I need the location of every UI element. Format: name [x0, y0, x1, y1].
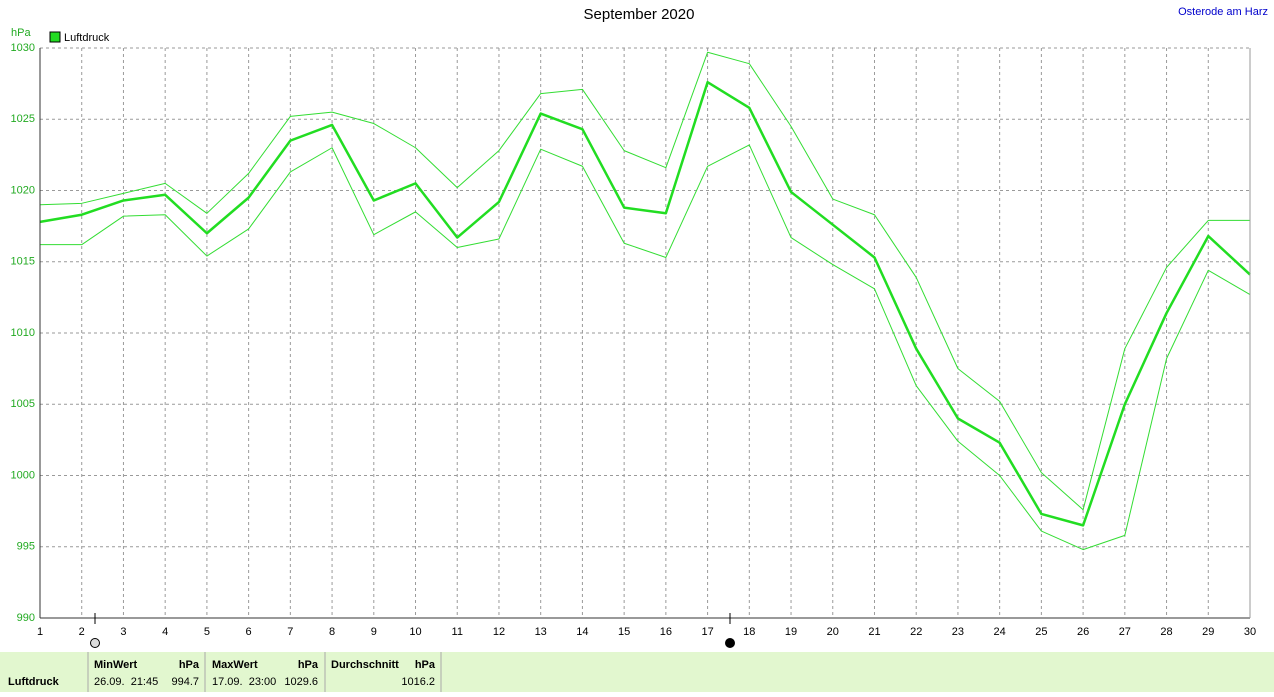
- x-tick-label: 7: [287, 626, 293, 638]
- x-tick-label: 5: [204, 626, 210, 638]
- x-tick-label: 28: [1160, 626, 1172, 638]
- y-tick-label: 1025: [11, 113, 35, 125]
- x-tick-label: 6: [246, 626, 252, 638]
- summary-unit: hPa: [298, 659, 319, 671]
- location: Osterode am Harz: [1178, 6, 1268, 18]
- x-tick-label: 10: [409, 626, 421, 638]
- x-tick-label: 16: [660, 626, 672, 638]
- summary-when: 26.09. 21:45: [94, 676, 158, 688]
- data-line: [39, 51, 1250, 511]
- y-tick-label: 995: [17, 541, 35, 553]
- moon-icon: [725, 638, 735, 648]
- x-tick-label: 14: [576, 626, 588, 638]
- data-line: [39, 80, 1251, 527]
- x-tick-label: 17: [701, 626, 713, 638]
- y-tick-label: 1010: [11, 327, 35, 339]
- x-tick-label: 9: [371, 626, 377, 638]
- y-tick-label: 1030: [11, 42, 35, 54]
- y-tick-label: 990: [17, 612, 35, 624]
- x-tick-label: 12: [493, 626, 505, 638]
- x-tick-label: 26: [1077, 626, 1089, 638]
- x-tick-label: 23: [952, 626, 964, 638]
- x-tick-label: 8: [329, 626, 335, 638]
- y-axis-label: hPa: [11, 27, 31, 39]
- x-tick-label: 1: [37, 626, 43, 638]
- x-tick-label: 21: [868, 626, 880, 638]
- summary-header: MaxWert: [212, 659, 258, 671]
- summary-unit: hPa: [415, 659, 436, 671]
- x-tick-label: 20: [827, 626, 839, 638]
- x-tick-label: 25: [1035, 626, 1047, 638]
- x-tick-label: 11: [452, 626, 463, 638]
- x-tick-label: 24: [994, 626, 1006, 638]
- y-tick-label: 1005: [11, 398, 35, 410]
- data-line: [40, 144, 1251, 551]
- x-tick-label: 22: [910, 626, 922, 638]
- x-tick-label: 3: [120, 626, 126, 638]
- summary-label: Luftdruck: [8, 676, 60, 688]
- chart-title: September 2020: [584, 6, 695, 23]
- x-tick-label: 27: [1119, 626, 1131, 638]
- x-tick-label: 18: [743, 626, 755, 638]
- summary-unit: hPa: [179, 659, 200, 671]
- y-tick-label: 1015: [11, 256, 35, 268]
- summary-value: 1029.6: [284, 676, 318, 688]
- x-tick-label: 29: [1202, 626, 1214, 638]
- y-tick-label: 1000: [11, 469, 35, 481]
- legend-swatch: [49, 31, 61, 43]
- summary-value: 1016.2: [401, 676, 435, 688]
- y-tick-label: 1020: [11, 184, 35, 196]
- summary-header: MinWert: [94, 659, 138, 671]
- x-tick-label: 30: [1244, 626, 1256, 638]
- summary-value: 994.7: [171, 676, 199, 688]
- x-tick-label: 15: [618, 626, 630, 638]
- x-tick-label: 4: [162, 626, 168, 638]
- legend-label: Luftdruck: [64, 32, 110, 44]
- footer: [0, 652, 1274, 692]
- summary-header: Durchschnitt: [331, 659, 399, 671]
- plot-area: [39, 47, 1251, 619]
- x-tick-label: 13: [535, 626, 547, 638]
- moon-icon: [90, 638, 100, 648]
- x-tick-label: 2: [79, 626, 85, 638]
- x-tick-label: 19: [785, 626, 797, 638]
- summary-when: 17.09. 23:00: [212, 676, 276, 688]
